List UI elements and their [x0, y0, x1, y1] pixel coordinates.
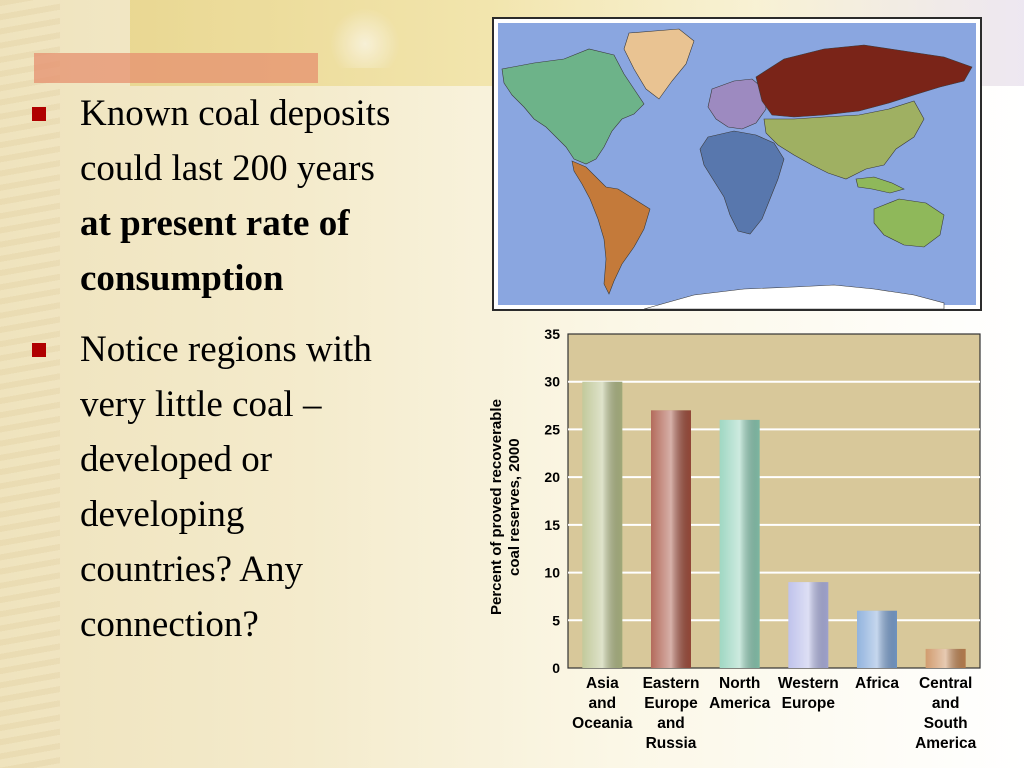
y-tick-label: 15 [544, 517, 560, 533]
x-category-label-line: Russia [646, 735, 697, 752]
bullet-text-line: developing [80, 494, 245, 535]
bullet-bold-line: at present rate of [80, 203, 350, 244]
bullet-item-regions: Notice regions with very little coal – d… [30, 322, 470, 652]
x-category-label-line: and [932, 695, 960, 712]
bar-shading [788, 582, 829, 668]
y-tick-label: 10 [544, 565, 560, 581]
coal-reserves-bar-chart: Percent of proved recoverable coal reser… [484, 322, 996, 762]
x-category-label-line: America [709, 695, 771, 712]
x-category-label: North America [709, 675, 771, 712]
x-category-label: Western Europe [778, 675, 839, 712]
bullet-text-line: could last 200 years [80, 148, 375, 189]
x-category-label-line: North [719, 675, 760, 692]
bar-shading [719, 419, 760, 668]
map-region-western-europe [707, 78, 767, 130]
y-tick-label: 20 [544, 469, 560, 485]
bar-shading [857, 610, 897, 668]
plot-area [567, 333, 981, 669]
x-category-label-line: and [657, 715, 685, 732]
bar-chart-svg: 0 5 10 15 20 25 30 35 Asia and Oceania Eastern Europ… [544, 326, 981, 752]
bullet-text-line: very little coal – [80, 384, 322, 425]
x-category-label: Central and South America [915, 675, 977, 752]
background-texture [0, 0, 60, 768]
world-map-svg [498, 23, 976, 309]
x-category-label: Asia and Oceania [572, 675, 633, 732]
bullet-bold-line: consumption [80, 258, 284, 299]
x-category-label-line: Asia [586, 675, 619, 692]
map-region-africa [699, 130, 785, 235]
y-axis-label-line: coal reserves, 2000 [506, 438, 523, 576]
world-coal-region-map [492, 17, 982, 311]
y-axis-label: Percent of proved recoverable coal reser… [488, 362, 528, 652]
y-axis-label-line: Percent of proved recoverable [488, 399, 505, 615]
x-category-label-line: Europe [644, 695, 698, 712]
x-category-label-line: Eastern [643, 675, 700, 692]
x-category-label-line: Central [919, 675, 972, 692]
bar-shading [582, 381, 623, 668]
y-tick-label: 0 [552, 660, 560, 676]
bullet-text-line: Known coal deposits [80, 93, 391, 134]
x-category-label: Eastern Europe and Russia [643, 675, 700, 752]
x-category-label-line: Europe [782, 695, 836, 712]
y-tick-label: 25 [544, 421, 560, 437]
x-category-label-line: South [924, 715, 968, 732]
square-bullet-icon [32, 343, 46, 357]
bar-shading [651, 410, 691, 668]
x-category-label-line: America [915, 735, 977, 752]
banner-leaf-decoration [330, 8, 400, 68]
bullet-text-line: countries? Any [80, 549, 303, 590]
y-tick-label: 5 [552, 612, 560, 628]
map-region-antarctica [643, 284, 945, 309]
x-category-label-line: Africa [855, 675, 899, 692]
map-region-latin-america [571, 160, 651, 295]
bullet-text-line: connection? [80, 604, 259, 645]
square-bullet-icon [32, 107, 46, 121]
x-category-label-line: Western [778, 675, 839, 692]
x-category-label-line: Oceania [572, 715, 633, 732]
bullet-list: Known coal deposits could last 200 years… [30, 86, 470, 668]
y-tick-label: 35 [544, 326, 560, 342]
bar-shading [925, 648, 966, 668]
bullet-text-line: developed or [80, 439, 273, 480]
y-tick-label: 30 [544, 374, 560, 390]
map-region-russia [755, 44, 973, 118]
map-region-greenland [623, 28, 695, 100]
map-region-oceania [873, 198, 945, 248]
map-region-asia [763, 100, 925, 180]
map-region-north-america [501, 48, 645, 165]
map-region-indonesia [855, 176, 905, 194]
banner-accent-bar [34, 53, 318, 83]
bullet-text-line: Notice regions with [80, 329, 372, 370]
x-category-label-line: and [589, 695, 617, 712]
x-category-label: Africa [855, 675, 899, 692]
bullet-item-coal-deposits: Known coal deposits could last 200 years… [30, 86, 470, 306]
